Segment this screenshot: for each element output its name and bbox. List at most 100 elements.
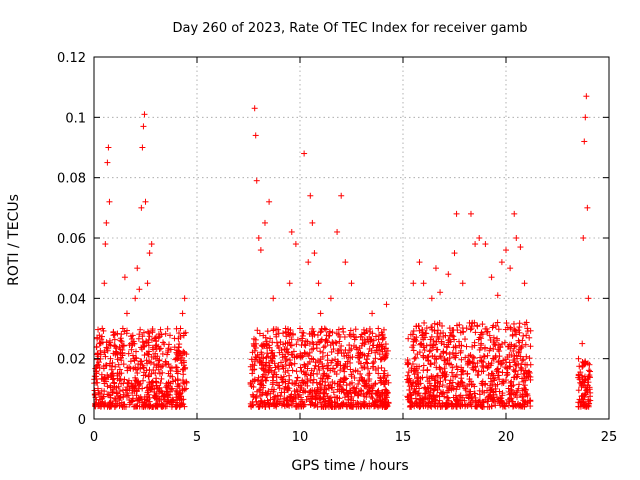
data-point xyxy=(315,280,322,287)
data-point xyxy=(269,355,276,362)
data-point xyxy=(494,398,501,405)
data-point xyxy=(453,402,460,409)
data-point xyxy=(443,389,450,396)
data-point xyxy=(168,365,175,372)
data-point xyxy=(181,386,188,393)
data-point xyxy=(132,295,139,302)
data-point xyxy=(260,371,267,378)
data-point xyxy=(103,344,110,351)
data-point xyxy=(471,319,478,326)
y-tick-label: 0.06 xyxy=(57,232,86,247)
data-point xyxy=(139,144,146,151)
data-point xyxy=(521,403,528,410)
data-point xyxy=(421,347,428,354)
data-point xyxy=(348,379,355,386)
data-point xyxy=(583,386,590,393)
x-axis-label: GPS time / hours xyxy=(291,458,408,474)
data-point xyxy=(441,365,448,372)
data-point xyxy=(249,401,256,408)
data-point xyxy=(445,395,452,402)
data-point xyxy=(457,392,464,399)
data-point xyxy=(448,386,455,393)
data-point xyxy=(586,361,593,368)
data-point xyxy=(308,395,315,402)
data-point xyxy=(499,369,506,376)
data-point xyxy=(340,328,347,335)
data-point xyxy=(252,395,259,402)
data-point xyxy=(289,398,296,405)
data-point xyxy=(269,349,276,356)
data-point xyxy=(583,403,590,410)
data-point xyxy=(517,244,524,251)
data-point xyxy=(181,295,188,302)
data-point xyxy=(453,403,460,410)
data-point xyxy=(361,364,368,371)
data-point xyxy=(510,382,517,389)
data-point xyxy=(508,387,515,394)
data-point xyxy=(285,380,292,387)
data-point xyxy=(143,397,150,404)
data-point xyxy=(167,367,174,374)
data-point xyxy=(159,350,166,357)
data-point xyxy=(451,353,458,360)
data-point xyxy=(474,360,481,367)
data-point xyxy=(297,354,304,361)
data-point xyxy=(302,363,309,370)
data-point xyxy=(342,259,349,266)
data-point xyxy=(143,357,150,364)
data-point xyxy=(289,367,296,374)
data-point xyxy=(436,333,443,340)
data-point xyxy=(324,357,331,364)
data-point xyxy=(508,352,515,359)
data-point xyxy=(575,387,582,394)
data-point xyxy=(583,93,590,100)
data-point xyxy=(340,365,347,372)
data-point xyxy=(375,403,382,410)
data-point xyxy=(420,352,427,359)
data-point xyxy=(117,335,124,342)
data-point xyxy=(326,395,333,402)
data-point xyxy=(270,327,277,334)
data-point xyxy=(510,366,517,373)
data-point xyxy=(382,389,389,396)
data-point xyxy=(410,327,417,334)
data-point xyxy=(300,401,307,408)
data-point xyxy=(577,379,584,386)
data-point xyxy=(249,361,256,368)
data-point xyxy=(347,327,354,334)
data-point xyxy=(107,402,114,409)
data-point xyxy=(341,333,348,340)
data-point xyxy=(284,345,291,352)
data-point xyxy=(300,379,307,386)
data-point xyxy=(104,383,111,390)
data-point xyxy=(434,327,441,334)
data-point xyxy=(135,335,142,342)
data-point xyxy=(277,393,284,400)
data-point xyxy=(352,388,359,395)
data-point xyxy=(286,280,293,287)
data-point xyxy=(446,351,453,358)
data-point xyxy=(288,391,295,398)
data-point xyxy=(434,321,441,328)
data-point xyxy=(474,371,481,378)
data-point xyxy=(516,339,523,346)
data-point xyxy=(497,343,504,350)
data-point xyxy=(375,325,382,332)
data-point xyxy=(415,374,422,381)
data-point xyxy=(474,322,481,329)
data-point xyxy=(358,387,365,394)
data-point xyxy=(348,399,355,406)
data-point xyxy=(135,385,142,392)
data-point xyxy=(262,362,269,369)
data-point xyxy=(267,396,274,403)
data-point xyxy=(369,360,376,367)
data-point xyxy=(440,371,447,378)
data-point xyxy=(467,210,474,217)
data-point xyxy=(328,384,335,391)
data-point xyxy=(516,402,523,409)
data-point xyxy=(341,374,348,381)
data-point xyxy=(489,355,496,362)
data-point xyxy=(423,325,430,332)
data-point xyxy=(254,327,261,334)
data-point xyxy=(118,380,125,387)
